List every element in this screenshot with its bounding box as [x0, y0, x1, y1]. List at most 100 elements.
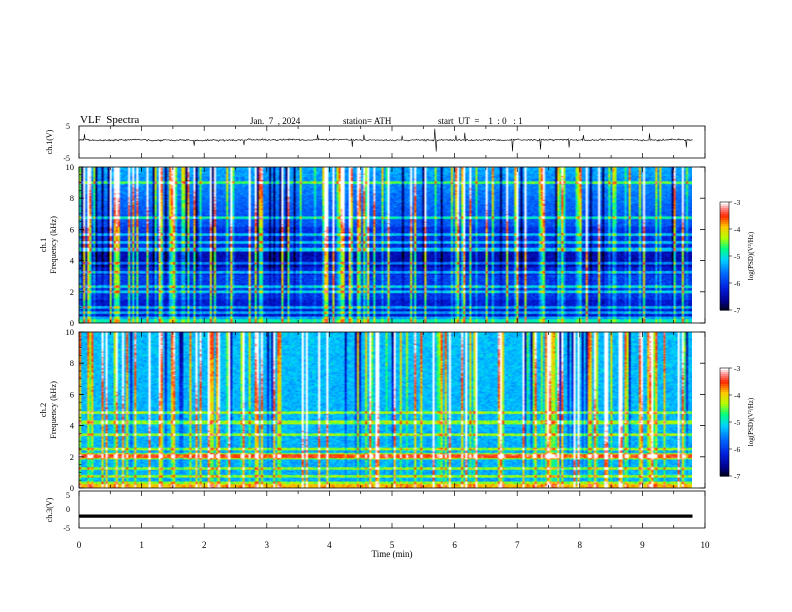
ch1-ytick-label: 6: [70, 224, 74, 234]
time-tick-label: 8: [578, 540, 583, 550]
ch2-colorbar-cell: [720, 394, 729, 397]
ch2-colorbar-cell: [720, 376, 729, 379]
ch2-colorbar-cell: [720, 446, 729, 449]
time-tick-label: 5: [390, 540, 395, 550]
ch1-colorbar-cell: [720, 218, 729, 221]
ch3-waveform-panel: 5 0 -5 ch.3(V): [45, 490, 706, 533]
ch2-colorbar-cell: [720, 462, 729, 465]
time-tick-label: 3: [265, 540, 270, 550]
ch2-ytick-label: 4: [70, 421, 75, 431]
ch1-ytick-label: 4: [70, 256, 75, 266]
ch2-colorbar-cell: [720, 368, 729, 371]
ch2-colorbar-cell: [720, 382, 729, 385]
ch1-colorbar-cell: [720, 222, 729, 225]
ch2-colorbar-cell: [720, 456, 729, 459]
ch2-colorbar-cell: [720, 454, 729, 457]
ch1-ylabel-channel: ch.1: [38, 238, 48, 252]
ch1-colorbar-cell: [720, 270, 729, 273]
time-tick-label: 0: [77, 540, 82, 550]
ch1-colorbar-cell: [720, 306, 729, 309]
ch1-ytick-neg5: -5: [63, 154, 70, 163]
ch2-colorbar-cell: [720, 396, 729, 399]
ch2-colorbar-cell: [720, 384, 729, 387]
ch2-colorbar-tick-label: -5: [734, 418, 740, 427]
ch1-colorbar-cell: [720, 294, 729, 297]
ch1-spectrogram-yticks: 0 2 4 6 8 10: [66, 162, 705, 328]
station-label: station= ATH: [343, 116, 392, 126]
ch1-colorbar-cell: [720, 228, 729, 231]
ch1-colorbar-cell: [720, 276, 729, 279]
ch2-colorbar-cell: [720, 374, 729, 377]
ch1-colorbar-cell: [720, 242, 729, 245]
ch3-ytick-neg5: -5: [63, 524, 70, 533]
ch1-colorbar-cell: [720, 230, 729, 233]
ch2-colorbar-cell: [720, 450, 729, 453]
ch2-colorbar-cell: [720, 416, 729, 419]
ch2-colorbar-cell: [720, 442, 729, 445]
ch3-ylabel: ch.3(V): [45, 497, 54, 522]
ch2-colorbar-cell: [720, 422, 729, 425]
ch2-ytick-label: 8: [70, 358, 74, 368]
ch3-ytick-5: 5: [66, 491, 70, 500]
ch2-colorbar-cell: [720, 418, 729, 421]
ch2-colorbar-cell: [720, 458, 729, 461]
ch2-colorbar-cell: [720, 386, 729, 389]
ch1-colorbar-cell: [720, 246, 729, 249]
ch2-colorbar-cell: [720, 390, 729, 393]
ch1-colorbar-cell: [720, 268, 729, 271]
ch1-colorbar-cell: [720, 288, 729, 291]
ch2-colorbar-cell: [720, 466, 729, 469]
ch2-ytick-label: 10: [66, 327, 75, 337]
ch2-colorbar-cell: [720, 468, 729, 471]
ch2-colorbar-cell: [720, 434, 729, 437]
ch3-waveform-frame: [78, 490, 706, 529]
ch1-colorbar-cell: [720, 220, 729, 223]
time-tick-label: 6: [452, 540, 457, 550]
ch2-ylabel-frequency: Frequency (kHz): [48, 381, 58, 439]
ch1-colorbar-tick-label: -5: [734, 252, 740, 261]
ch1-colorbar-cell: [720, 204, 729, 207]
ch2-colorbar-cell: [720, 444, 729, 447]
ch1-colorbar: -3 -4 -5 -6 -7 log(PSD)(V²/Hz): [719, 198, 755, 315]
ch1-colorbar-cell: [720, 304, 729, 307]
ch2-colorbar-cell: [720, 440, 729, 443]
ch1-colorbar-cell: [720, 254, 729, 257]
ch2-colorbar-cell: [720, 432, 729, 435]
time-tick-label: 7: [515, 540, 520, 550]
ch2-colorbar-cell: [720, 424, 729, 427]
ch2-colorbar-cell: [720, 474, 729, 477]
ch1-colorbar-cell: [720, 292, 729, 295]
ch1-colorbar-cell: [720, 224, 729, 227]
ch1-spectrogram-image: [79, 167, 692, 323]
ch2-colorbar-cell: [720, 428, 729, 431]
figure-title: VLF Spectra: [80, 114, 140, 126]
ch2-ylabel-channel: ch.2: [38, 403, 48, 417]
ch1-colorbar-label: log(PSD)(V²/Hz): [747, 231, 755, 280]
ch1-colorbar-cell: [720, 250, 729, 253]
ch2-colorbar-cell: [720, 380, 729, 383]
time-tick-label: 1: [139, 540, 144, 550]
ch2-ytick-label: 2: [70, 452, 74, 462]
ch1-ytick-label: 10: [66, 162, 75, 172]
ch1-colorbar-cell: [720, 300, 729, 303]
ch2-spectrogram-panel: 0 2 4 6 8 10 ch.2 Frequency (kHz) -3 -4 -5 -6 -7 l…: [38, 327, 755, 493]
ch2-colorbar-tick-label: -7: [734, 472, 740, 481]
ch2-colorbar-cell: [720, 470, 729, 473]
ch1-waveform-panel: 5 -5 ch.1(V): [45, 122, 706, 163]
time-axis: 0 1 2 3 4 5 6 7 8 9 10: [77, 167, 710, 550]
ch2-colorbar-cell: [720, 406, 729, 409]
ch1-colorbar-cell: [720, 216, 729, 219]
ch1-colorbar-cell: [720, 248, 729, 251]
ch1-colorbar-tick-label: -7: [734, 306, 740, 315]
ch1-colorbar-cell: [720, 252, 729, 255]
ch2-colorbar-cell: [720, 420, 729, 423]
ch2-colorbar-cell: [720, 464, 729, 467]
ch2-colorbar-tick-label: -6: [734, 445, 740, 454]
ch1-colorbar-cell: [720, 256, 729, 259]
ch2-colorbar-cell: [720, 388, 729, 391]
ch1-colorbar-cell: [720, 284, 729, 287]
ch2-ytick-label: 6: [70, 389, 74, 399]
ch2-colorbar-cell: [720, 438, 729, 441]
